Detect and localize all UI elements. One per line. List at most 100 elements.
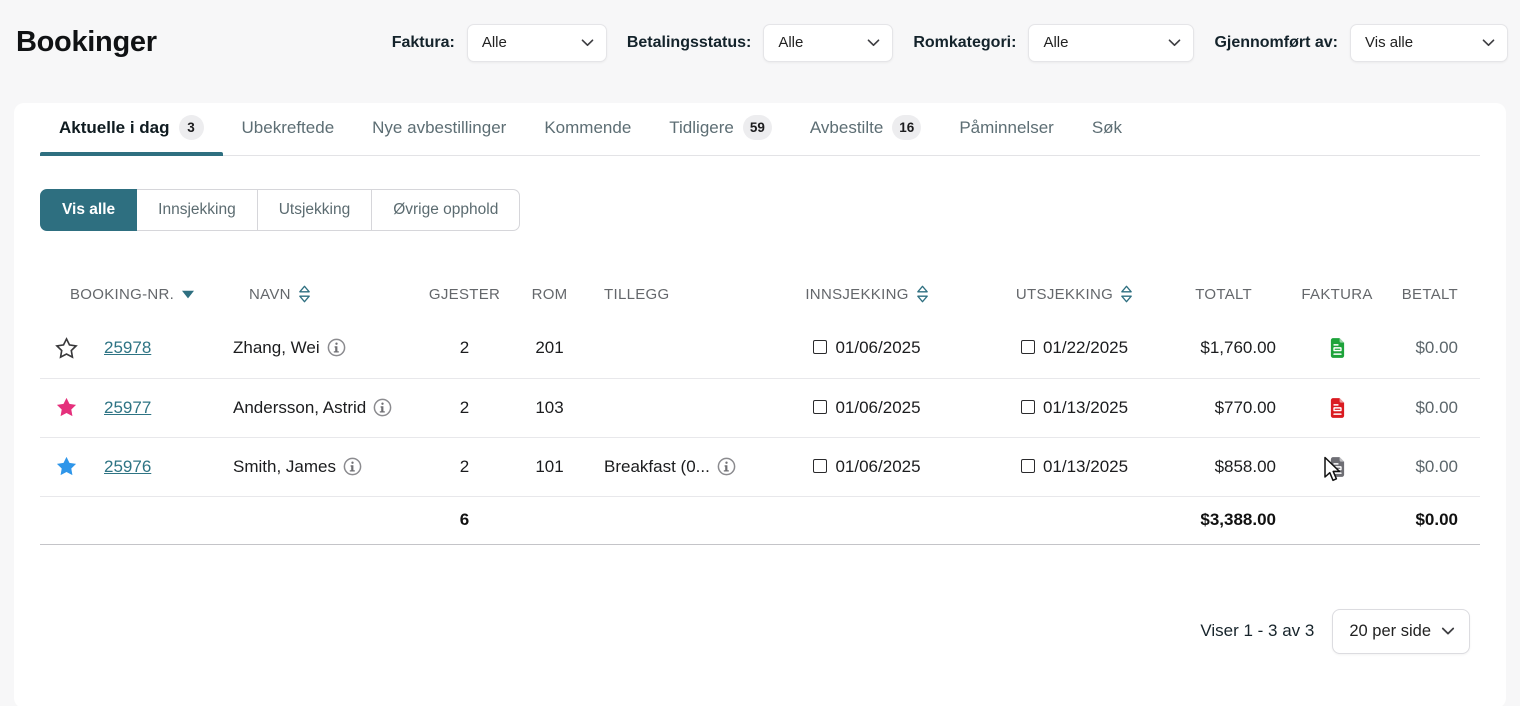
total-cell: $858.00: [1177, 437, 1293, 497]
guest-count: 2: [459, 397, 470, 417]
totals-cell: [40, 496, 92, 545]
table-header: BOOKING-NR. NAVN GJESTER ROM TILLEGG INNSJEKK…: [40, 269, 1480, 319]
info-icon[interactable]: [717, 457, 736, 476]
column-header-content: GJESTER: [429, 286, 500, 303]
chevron-down-icon: [1441, 627, 1455, 634]
tab-bar: Aktuelle i dag 3 Ubekreftede Nye avbestilli…: [40, 103, 1480, 156]
bookings-card: Aktuelle i dag 3 Ubekreftede Nye avbestilli…: [14, 103, 1506, 706]
bookings-table: BOOKING-NR. NAVN GJESTER ROM TILLEGG INNSJEKK…: [40, 269, 1481, 545]
totals-cell: [217, 496, 423, 545]
page-size-select[interactable]: 20 per side: [1332, 608, 1470, 654]
segment-vis-alle[interactable]: Vis alle: [40, 189, 138, 231]
totals-cell: [592, 496, 763, 545]
column-label: BETALT: [1401, 285, 1459, 303]
checkout-cell: 01/13/2025: [972, 378, 1178, 438]
checkout-checkbox[interactable]: [1020, 340, 1035, 355]
segment-utsjekking[interactable]: Utsjekking: [257, 189, 373, 231]
column-header-utsjekking[interactable]: UTSJEKKING: [972, 269, 1177, 319]
tab-label: Tidligere: [669, 117, 734, 137]
booking-link[interactable]: 25977: [104, 397, 152, 417]
segment-øvrige-opphold[interactable]: Øvrige opphold: [372, 189, 521, 231]
tab-label: Nye avbestillinger: [372, 117, 507, 137]
tab-tidligere[interactable]: Tidligere 59: [650, 103, 791, 155]
romkategori-select[interactable]: Alle: [1028, 23, 1195, 62]
checkin-cell: 01/06/2025: [762, 378, 973, 438]
checkin-checkbox[interactable]: [813, 399, 828, 414]
guest-name: Andersson, Astrid: [233, 397, 367, 417]
checkout-date: 01/13/2025: [1042, 397, 1129, 417]
checkin-date: 01/06/2025: [835, 456, 921, 476]
invoice-icon[interactable]: [1329, 456, 1346, 478]
checkin-checkbox[interactable]: [813, 340, 828, 355]
segment-innsjekking[interactable]: Innsjekking: [137, 189, 258, 231]
totals-cell: [507, 496, 593, 545]
total-amount: $770.00: [1214, 397, 1277, 417]
booking-cell: 25977: [92, 378, 218, 438]
tab-label: Kommende: [544, 117, 632, 137]
invoice-icon[interactable]: [1329, 397, 1346, 419]
star-cell: [40, 437, 92, 497]
chevron-down-icon: [1482, 38, 1495, 46]
checkout-checkbox[interactable]: [1020, 399, 1035, 414]
faktura-select[interactable]: Alle: [466, 23, 607, 62]
info-icon[interactable]: [327, 338, 346, 357]
column-header-betalt: BETALT: [1382, 269, 1480, 319]
gjennomført-av-select[interactable]: Vis alle: [1350, 23, 1508, 62]
invoice-icon[interactable]: [1329, 337, 1346, 359]
tab-aktuelle-i-dag[interactable]: Aktuelle i dag 3: [40, 103, 223, 156]
totals-paid: $0.00: [1382, 496, 1481, 545]
column-label: GJESTER: [428, 285, 501, 303]
sort-icon[interactable]: [916, 285, 929, 303]
selected-value: Alle: [778, 34, 804, 51]
tab-søk[interactable]: Søk: [1073, 103, 1141, 155]
tab-label: Avbestilte: [809, 117, 884, 137]
guest-name: Smith, James: [233, 456, 336, 476]
tab-label: Søk: [1091, 117, 1123, 137]
room-number: 201: [535, 338, 564, 358]
checkin-date: 01/06/2025: [835, 338, 921, 358]
tab-badge: 16: [892, 115, 922, 140]
addons-cell: [592, 378, 763, 438]
column-label: ROM: [531, 285, 568, 303]
tab-kommende[interactable]: Kommende: [525, 103, 650, 155]
booking-link[interactable]: 25976: [104, 456, 152, 476]
column-header-rom: ROM: [507, 269, 592, 319]
room-cell: 201: [507, 319, 593, 379]
tab-avbestilte[interactable]: Avbestilte 16: [791, 103, 940, 155]
sort-icon[interactable]: [1120, 285, 1133, 303]
column-label: TOTALT: [1195, 285, 1253, 303]
column-header-innsjekking[interactable]: INNSJEKKING: [762, 269, 972, 319]
booking-link[interactable]: 25978: [104, 338, 152, 358]
filter-group: Romkategori: Alle: [913, 23, 1195, 62]
favorite-star-icon[interactable]: [55, 396, 78, 419]
tab-ubekreftede[interactable]: Ubekreftede: [223, 103, 354, 155]
checkin-checkbox[interactable]: [813, 458, 828, 473]
column-label: INNSJEKKING: [805, 285, 909, 303]
info-icon[interactable]: [373, 398, 392, 417]
favorite-star-icon[interactable]: [55, 455, 78, 478]
favorite-star-icon[interactable]: [54, 336, 78, 360]
guest-count: 2: [459, 456, 470, 476]
column-label: NAVN: [249, 285, 291, 303]
info-icon[interactable]: [343, 457, 362, 476]
booking-cell: 25976: [92, 437, 218, 497]
table-row: 25978 Zhang, Wei 2 201 01/06/2025 01/22/2025 $…: [40, 319, 1481, 379]
sort-icon[interactable]: [298, 285, 311, 303]
checkin-cell: 01/06/2025: [762, 437, 973, 497]
total-cell: $1,760.00: [1177, 319, 1293, 379]
column-header-navn[interactable]: NAVN: [217, 269, 422, 319]
checkout-checkbox[interactable]: [1020, 458, 1035, 473]
addons-cell: [592, 319, 763, 379]
betalingsstatus-select[interactable]: Alle: [763, 23, 894, 62]
addons-cell: Breakfast (0...: [592, 437, 763, 497]
sort-desc-icon[interactable]: [181, 290, 195, 299]
room-cell: 101: [507, 437, 593, 497]
tab-påminnelser[interactable]: Påminnelser: [940, 103, 1073, 155]
pagination: Viser 1 - 3 av 3 20 per side: [14, 608, 1470, 654]
tab-nye-avbestillinger[interactable]: Nye avbestillinger: [353, 103, 525, 155]
filter-label: Gjennomført av:: [1214, 33, 1338, 51]
page-size-value: 20 per side: [1349, 621, 1431, 640]
paid-cell: $0.00: [1382, 437, 1481, 497]
column-header-booking[interactable]: BOOKING-NR.: [40, 269, 217, 319]
total-amount: $1,760.00: [1200, 338, 1277, 358]
